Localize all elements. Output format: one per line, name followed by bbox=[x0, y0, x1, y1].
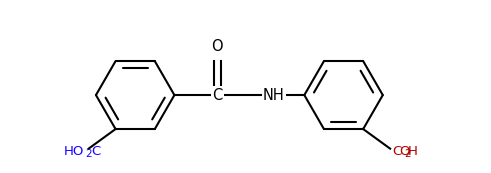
Text: O: O bbox=[399, 145, 410, 158]
Text: C: C bbox=[212, 88, 222, 103]
Text: H: H bbox=[408, 145, 418, 158]
Text: 2: 2 bbox=[85, 149, 91, 159]
Text: NH: NH bbox=[263, 88, 285, 103]
Text: C: C bbox=[92, 145, 101, 158]
Text: HO: HO bbox=[63, 145, 83, 158]
Text: C: C bbox=[393, 145, 402, 158]
Text: O: O bbox=[212, 39, 223, 54]
Text: 2: 2 bbox=[404, 149, 411, 159]
